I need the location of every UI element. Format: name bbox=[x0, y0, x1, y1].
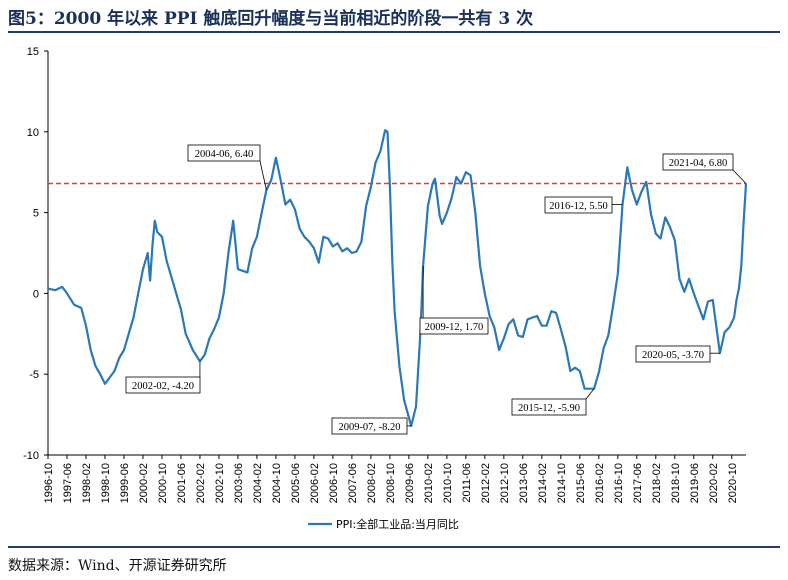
x-tick-label: 2014-10 bbox=[556, 463, 568, 503]
x-tick-label: 2004-10 bbox=[271, 463, 283, 503]
x-tick-label: 2001-06 bbox=[176, 463, 188, 503]
x-tick-label: 2018-10 bbox=[670, 463, 682, 503]
source-divider bbox=[8, 546, 780, 548]
x-tick-label: 2006-02 bbox=[309, 463, 321, 503]
x-tick-label: 2017-06 bbox=[632, 463, 644, 503]
y-tick-label: 5 bbox=[33, 208, 39, 220]
x-tick-label: 1996-10 bbox=[43, 463, 55, 503]
title-divider bbox=[8, 31, 780, 33]
annotation-label: 2016-12, 5.50 bbox=[549, 201, 608, 212]
annotation-label: 2015-12, -5.90 bbox=[518, 403, 580, 414]
x-tick-label: 2008-02 bbox=[366, 463, 378, 503]
annotation-leader bbox=[585, 388, 595, 400]
ppi-line-chart: 15 10 5 0 -5 -10 1996-10 1997-06 1998-02 1998-10… bbox=[23, 46, 748, 531]
annotation-box bbox=[419, 317, 489, 335]
series-group bbox=[47, 129, 748, 427]
x-tick-label: 2011-06 bbox=[461, 463, 473, 503]
annotation-box bbox=[125, 376, 201, 394]
annotation-label: 2002-02, -4.20 bbox=[132, 381, 194, 392]
x-tick-label: 1997-06 bbox=[62, 463, 74, 503]
x-tick-label: 2020-10 bbox=[727, 463, 739, 503]
legend: PPI:全部工业品:当月同比 bbox=[308, 517, 459, 531]
x-tick-label: 2010-02 bbox=[423, 463, 435, 503]
annotation-box bbox=[331, 417, 408, 435]
annotation-label: 2020-05, -3.70 bbox=[642, 350, 704, 361]
x-tick-label: 2008-10 bbox=[385, 463, 397, 503]
x-axis: 1996-10 1997-06 1998-02 1998-10 1999-06 2000-… bbox=[43, 454, 746, 503]
x-tick-label: 2016-10 bbox=[613, 463, 625, 503]
annotation-label: 2009-12, 1.70 bbox=[425, 322, 484, 333]
x-tick-label: 1998-02 bbox=[81, 463, 93, 503]
x-tick-label: 2013-06 bbox=[518, 463, 530, 503]
x-tick-label: 2018-02 bbox=[651, 463, 663, 503]
x-tick-label: 2014-02 bbox=[537, 463, 549, 503]
annotation-label: 2009-07, -8.20 bbox=[338, 422, 400, 433]
x-tick-label: 2005-06 bbox=[290, 463, 302, 503]
y-tick-label: -10 bbox=[23, 450, 39, 462]
x-tick-label: 2004-02 bbox=[252, 463, 264, 503]
x-tick-label: 2000-10 bbox=[157, 463, 169, 503]
x-tick-label: 2012-10 bbox=[499, 463, 511, 503]
annotation-label: 2004-06, 6.40 bbox=[195, 149, 254, 160]
x-tick-label: 2015-06 bbox=[575, 463, 587, 503]
annotation-box bbox=[187, 144, 261, 162]
x-tick-label: 2016-02 bbox=[594, 463, 606, 503]
series-line-ppi bbox=[47, 129, 748, 427]
x-tick-label: 2003-06 bbox=[233, 463, 245, 503]
annotation-box bbox=[662, 153, 734, 171]
y-tick-label: 10 bbox=[27, 127, 39, 139]
x-tick-label: 2002-10 bbox=[214, 463, 226, 503]
page-title: 图5：2000 年以来 PPI 触底回升幅度与当前相近的阶段一共有 3 次 bbox=[8, 9, 534, 29]
x-tick-label: 2019-06 bbox=[689, 463, 701, 503]
annotations-group: 2004-06, 6.40 2002-02, -4.20 2009-07, -8.2… bbox=[125, 144, 747, 435]
x-tick-label: 1998-10 bbox=[100, 463, 112, 503]
x-tick-label: 2006-10 bbox=[328, 463, 340, 503]
x-tick-label: 2010-10 bbox=[442, 463, 454, 503]
x-tick-label: 2012-02 bbox=[480, 463, 492, 503]
x-tick-label: 2009-06 bbox=[404, 463, 416, 503]
legend-label: PPI:全部工业品:当月同比 bbox=[336, 517, 459, 531]
y-tick-label: 0 bbox=[33, 288, 39, 300]
y-axis: 15 10 5 0 -5 -10 bbox=[23, 46, 49, 462]
source-note: 数据来源：Wind、开源证券研究所 bbox=[8, 558, 227, 574]
x-tick-label: 1999-06 bbox=[119, 463, 131, 503]
x-tick-label: 2000-02 bbox=[138, 463, 150, 503]
annotation-leader bbox=[259, 160, 267, 191]
y-tick-label: -5 bbox=[29, 369, 39, 381]
y-tick-label: 15 bbox=[27, 46, 39, 58]
annotation-box bbox=[544, 196, 613, 214]
annotation-box bbox=[635, 345, 711, 363]
annotation-box bbox=[511, 398, 587, 416]
x-tick-label: 2002-02 bbox=[195, 463, 207, 503]
x-tick-label: 2007-06 bbox=[347, 463, 359, 503]
x-tick-label: 2020-02 bbox=[708, 463, 720, 503]
annotation-label: 2021-04, 6.80 bbox=[669, 158, 728, 169]
annotation-leader bbox=[732, 169, 747, 184]
